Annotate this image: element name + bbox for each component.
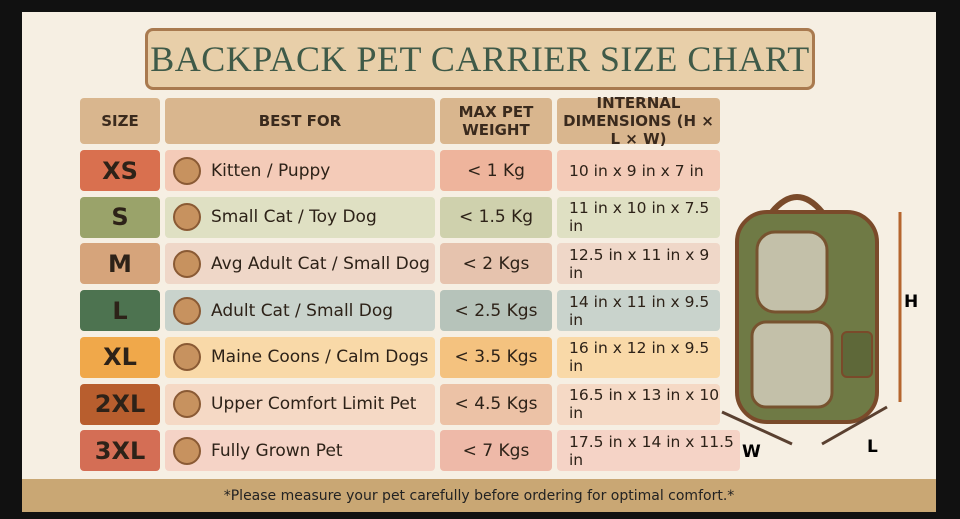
best-for-cell: Small Cat / Toy Dog — [165, 196, 435, 238]
best-for-cell: Upper Comfort Limit Pet — [165, 383, 435, 425]
dimensions-cell: 11 in x 10 in x 7.5 in — [557, 196, 720, 238]
size-cell: M — [80, 243, 160, 285]
best-for-text: Kitten / Puppy — [211, 160, 331, 181]
page: BACKPACK PET CARRIER SIZE CHART SIZE BEST… — [22, 12, 936, 512]
size-cell: S — [80, 196, 160, 238]
column-header: INTERNAL DIMENSIONS (H × L × W) — [557, 94, 720, 148]
size-cell: 2XL — [80, 383, 160, 425]
weight-cell: < 7 Kgs — [440, 430, 552, 472]
dimensions-cell: 16.5 in x 13 in x 10 in — [557, 383, 720, 425]
weight-cell: < 1.5 Kg — [440, 196, 552, 238]
best-for-cell: Adult Cat / Small Dog — [165, 290, 435, 332]
weight-cell: < 3.5 Kgs — [440, 336, 552, 378]
pet-icon — [173, 203, 201, 232]
dimensions-cell: 16 in x 12 in x 9.5 in — [557, 336, 720, 378]
title: BACKPACK PET CARRIER SIZE CHART — [145, 28, 815, 90]
column-header: MAX PET WEIGHT — [440, 98, 552, 144]
best-for-cell: Maine Coons / Calm Dogs — [165, 336, 435, 378]
best-for-text: Adult Cat / Small Dog — [211, 300, 394, 321]
weight-cell: < 4.5 Kgs — [440, 383, 552, 425]
best-for-text: Small Cat / Toy Dog — [211, 207, 377, 228]
best-for-text: Maine Coons / Calm Dogs — [211, 347, 429, 368]
dimensions-cell: 10 in x 9 in x 7 in — [557, 150, 720, 191]
size-cell: L — [80, 290, 160, 332]
best-for-cell: Fully Grown Pet — [165, 430, 435, 472]
size-cell: XL — [80, 336, 160, 378]
best-for-text: Upper Comfort Limit Pet — [211, 394, 417, 414]
weight-cell: < 2 Kgs — [440, 243, 552, 285]
pet-icon — [173, 390, 201, 418]
pet-icon — [173, 249, 201, 278]
column-header: BEST FOR — [165, 98, 435, 144]
dimensions-cell: 12.5 in x 11 in x 9 in — [557, 243, 720, 285]
dimensions-cell: 14 in x 11 in x 9.5 in — [557, 290, 720, 332]
diagram-label: W — [742, 442, 761, 462]
best-for-text: Fully Grown Pet — [211, 440, 343, 461]
diagram-label: H — [904, 292, 918, 312]
best-for-cell: Kitten / Puppy — [165, 150, 435, 191]
best-for-cell: Avg Adult Cat / Small Dog — [165, 243, 435, 285]
pet-icon — [173, 343, 201, 372]
pet-icon — [173, 436, 201, 465]
dimensions-cell: 17.5 in x 14 in x 11.5 in — [557, 430, 740, 472]
pet-icon — [173, 296, 201, 325]
column-header: SIZE — [80, 98, 160, 144]
weight-cell: < 1 Kg — [440, 150, 552, 191]
footer-note: *Please measure your pet carefully befor… — [22, 479, 936, 512]
best-for-text: Avg Adult Cat / Small Dog — [211, 253, 430, 274]
backpack-illustration: H W L — [721, 194, 918, 462]
pet-icon — [173, 156, 201, 185]
size-cell: 3XL — [80, 430, 160, 472]
size-cell: XS — [80, 150, 160, 191]
weight-cell: < 2.5 Kgs — [440, 290, 552, 332]
diagram-label: L — [867, 437, 878, 457]
